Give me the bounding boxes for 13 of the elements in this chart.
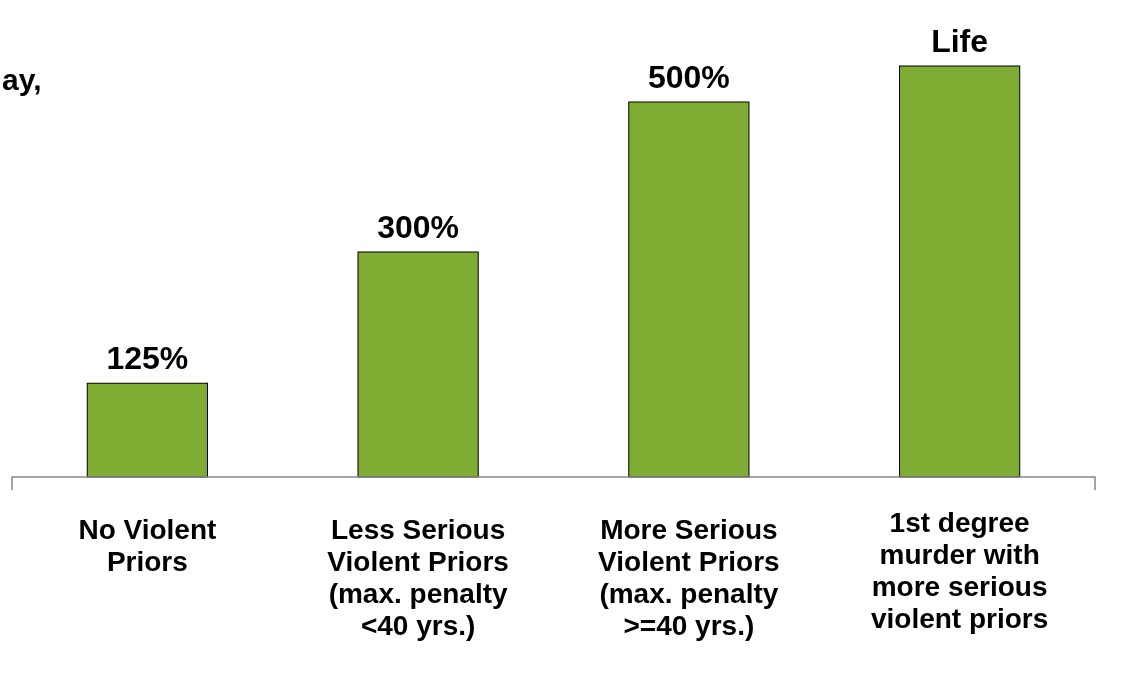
bar — [899, 65, 1021, 478]
data-label: 125% — [106, 340, 189, 377]
data-label: Life — [931, 23, 989, 59]
bar — [628, 101, 750, 478]
data-label: 300% — [377, 209, 460, 245]
x-tick-label: 1st degree murder with more serious violent priors — [870, 507, 1049, 634]
x-tick-label: No Violent Priors — [78, 514, 217, 577]
x-tick-label: Less Serious Violent Priors (max. penalty <40 yrs.) — [327, 514, 509, 641]
data-label: 500% — [647, 59, 730, 95]
bar — [86, 382, 208, 478]
x-tick-label: More Serious Violent Priors (max. penalty >=40 yrs.) — [598, 514, 780, 641]
bar — [357, 251, 479, 478]
annotation: ay, — [2, 63, 42, 96]
